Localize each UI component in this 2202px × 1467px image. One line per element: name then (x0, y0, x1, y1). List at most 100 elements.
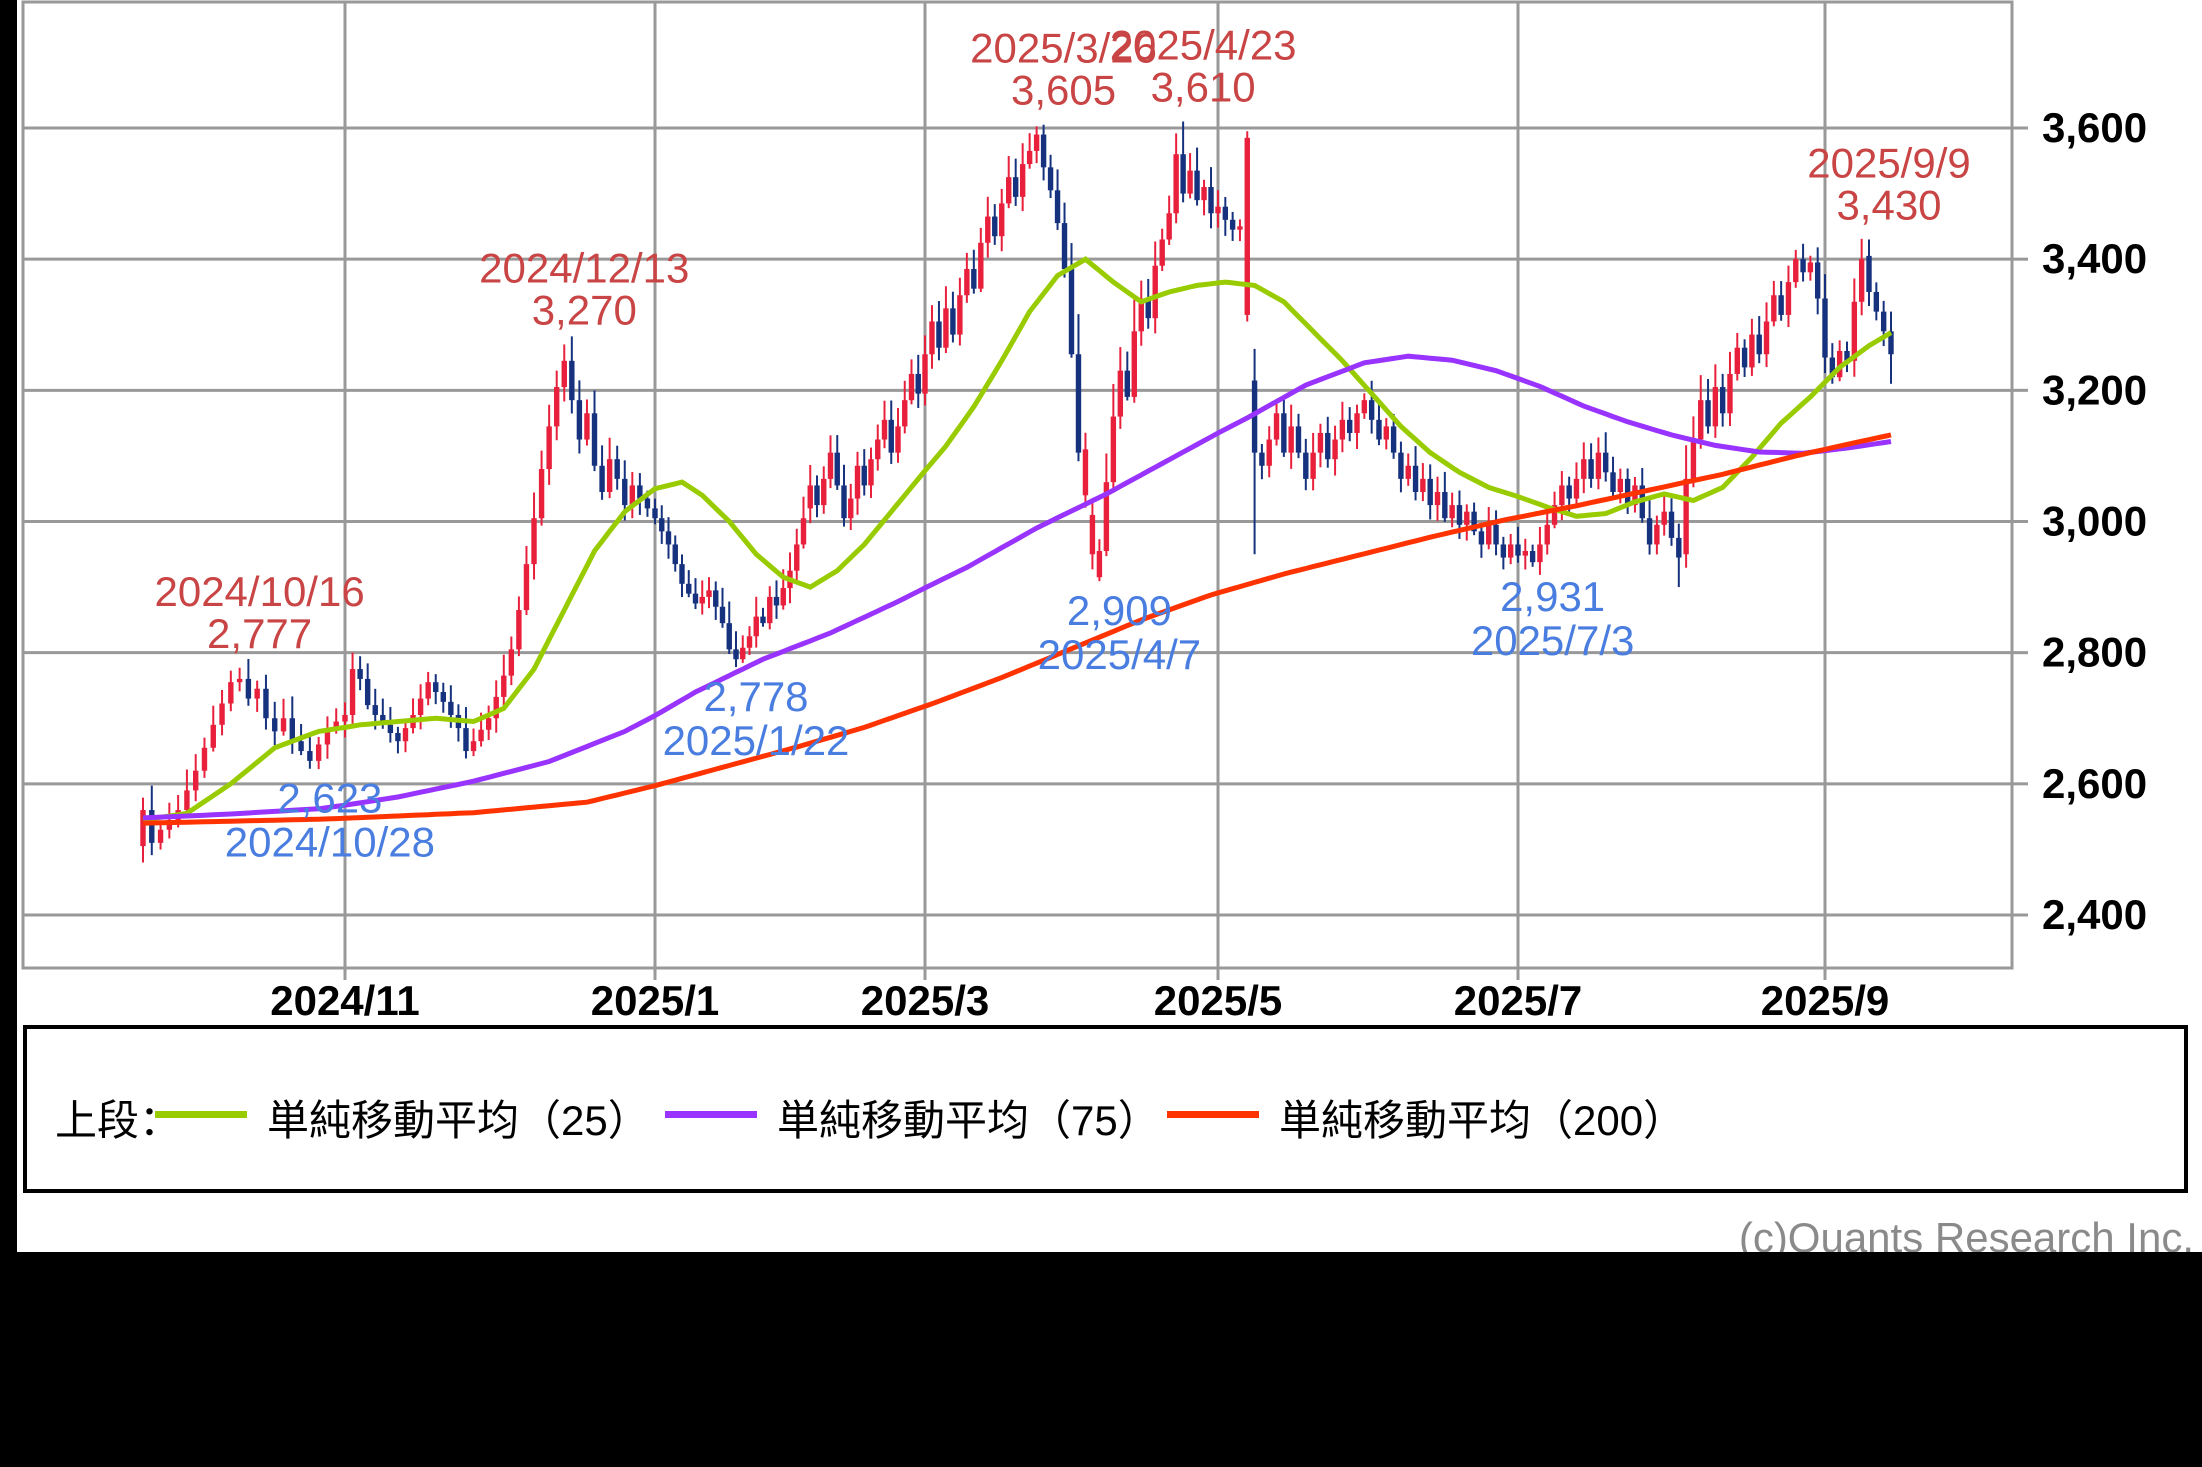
candle-body (254, 688, 260, 699)
candle-body (140, 810, 146, 847)
candle-body (1420, 478, 1426, 492)
candle-body (417, 698, 424, 715)
candle-body (1390, 426, 1397, 453)
candle-body (1047, 167, 1054, 191)
candle-body (1595, 452, 1602, 479)
candle-body (349, 669, 356, 715)
candle-body (1858, 259, 1865, 302)
candle-body (1741, 347, 1748, 368)
candle-body (1259, 452, 1265, 466)
candle-body (1683, 478, 1689, 555)
candle-body (1573, 478, 1580, 499)
axis-labels: 3,600 3,400 3,200 3,000 2,800 2,600 2,400 2024/… (270, 104, 2147, 1024)
candle-body (516, 610, 522, 650)
candle-body (1310, 452, 1316, 479)
chart-text: 2,778 (703, 673, 808, 720)
candle-body (1734, 347, 1740, 374)
candle-body (1159, 239, 1165, 266)
candle-body (992, 216, 998, 237)
candle-body (881, 419, 888, 440)
candle-body (964, 269, 970, 296)
candle-body (425, 682, 431, 699)
candle-body (1110, 416, 1117, 483)
candle-body (1610, 472, 1616, 492)
candle-body (538, 469, 545, 519)
chart-text: 3,270 (532, 286, 637, 333)
candle-body (706, 590, 712, 597)
chart-text: 2,800 (2042, 629, 2147, 676)
candle-body (192, 770, 199, 791)
candle-body (679, 564, 685, 584)
candle-body (915, 373, 921, 394)
candle-body (726, 623, 732, 650)
candle-body (659, 518, 665, 532)
candle-body (1006, 177, 1012, 204)
candle-body (875, 439, 881, 460)
candle-body (1888, 331, 1894, 355)
candle-body (1763, 321, 1770, 355)
candle-body (614, 459, 620, 479)
candle-body (1266, 439, 1272, 466)
candle-body (746, 636, 753, 648)
candle-body (1145, 298, 1151, 319)
candle-body (672, 544, 678, 565)
chart-text: 2025/9 (1761, 977, 1889, 1024)
candle-body (333, 721, 339, 729)
candle-body (440, 692, 446, 702)
candle-body (999, 203, 1005, 237)
candle-body (1273, 413, 1280, 440)
candle-body (1054, 190, 1061, 224)
legend-line-sample (1167, 1111, 1259, 1118)
chart-text: 2,931 (1500, 573, 1605, 620)
candle-body (606, 459, 613, 492)
candle-body (978, 242, 984, 289)
candle-body (1756, 334, 1762, 355)
candle-body (848, 498, 854, 519)
candle-body (1676, 537, 1682, 558)
chart-text: 2024/12/13 (479, 244, 689, 291)
candle-body (272, 718, 278, 732)
legend-line-sample (665, 1111, 757, 1118)
candle-body (753, 616, 759, 637)
candle-body (210, 724, 216, 748)
candle-body (1544, 524, 1550, 545)
candle-body (1012, 177, 1019, 197)
candle-body (686, 583, 692, 594)
chart-text: 2,777 (207, 610, 312, 657)
legend-line-sample (155, 1111, 247, 1118)
candle-body (1661, 511, 1667, 525)
candle-body (508, 649, 515, 676)
candle-body (1405, 465, 1411, 479)
candle-body (760, 616, 766, 624)
candle-body (1654, 524, 1660, 545)
plot-border (21, 0, 2014, 970)
candle-body (1131, 331, 1137, 397)
candle-body (1551, 505, 1558, 525)
candle-body (1208, 187, 1214, 214)
chart-text: 3,400 (2042, 235, 2147, 282)
candle-body (1559, 485, 1565, 506)
candle-body (1376, 419, 1382, 440)
candle-body (470, 741, 477, 752)
chart-text: 2025/3 (861, 977, 989, 1024)
candle-body (433, 682, 439, 693)
candle-body (523, 564, 530, 611)
candle-body (298, 741, 304, 752)
candle-body (1698, 400, 1704, 440)
candle-body (1325, 432, 1331, 460)
candle-body (1117, 370, 1124, 417)
candle-body (1727, 373, 1733, 414)
candle-body (1785, 282, 1792, 315)
candle-body (1793, 259, 1799, 283)
candle-body (652, 508, 658, 519)
candle-body (1529, 551, 1536, 563)
candle-body (740, 647, 746, 660)
candle-body (814, 485, 820, 506)
chart-text: 2025/5 (1154, 977, 1282, 1024)
candle-body (807, 485, 813, 509)
candle-body (1166, 213, 1172, 240)
candle-body (219, 703, 225, 725)
candle-body (692, 593, 699, 604)
left-black-strip (0, 0, 17, 1467)
